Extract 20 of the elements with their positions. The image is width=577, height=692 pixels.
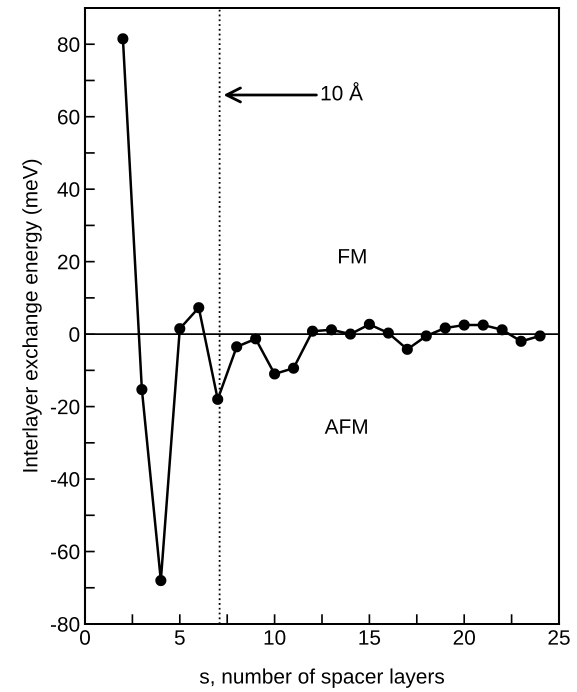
x-tick-label: 0 <box>80 630 90 645</box>
y-tick-label: -80 <box>50 617 80 632</box>
y-tick-label: 60 <box>58 110 80 124</box>
y-tick-label: -60 <box>50 544 80 560</box>
x-axis-title: s, number of spacer layers <box>200 668 444 688</box>
x-tick-label: 5 <box>174 630 185 645</box>
x-tick-label: 10 <box>264 630 286 645</box>
x-tick-label: 25 <box>548 630 570 645</box>
y-axis-title: Interlayer exchange energy (meV) <box>22 160 42 472</box>
y-tick-label: 0 <box>69 327 80 342</box>
y-tick-label: -40 <box>50 472 80 487</box>
y-tick-label: -20 <box>50 400 80 414</box>
x-tick-label: 20 <box>454 630 475 645</box>
annotation: 10 Å <box>322 82 363 101</box>
x-tick-label: 15 <box>359 630 380 645</box>
annotation: AFM <box>324 419 367 434</box>
y-tick-label: 20 <box>58 254 80 270</box>
annotation: FM <box>339 249 366 264</box>
y-tick-label: 40 <box>57 182 80 197</box>
y-tick-label: 80 <box>58 37 80 52</box>
